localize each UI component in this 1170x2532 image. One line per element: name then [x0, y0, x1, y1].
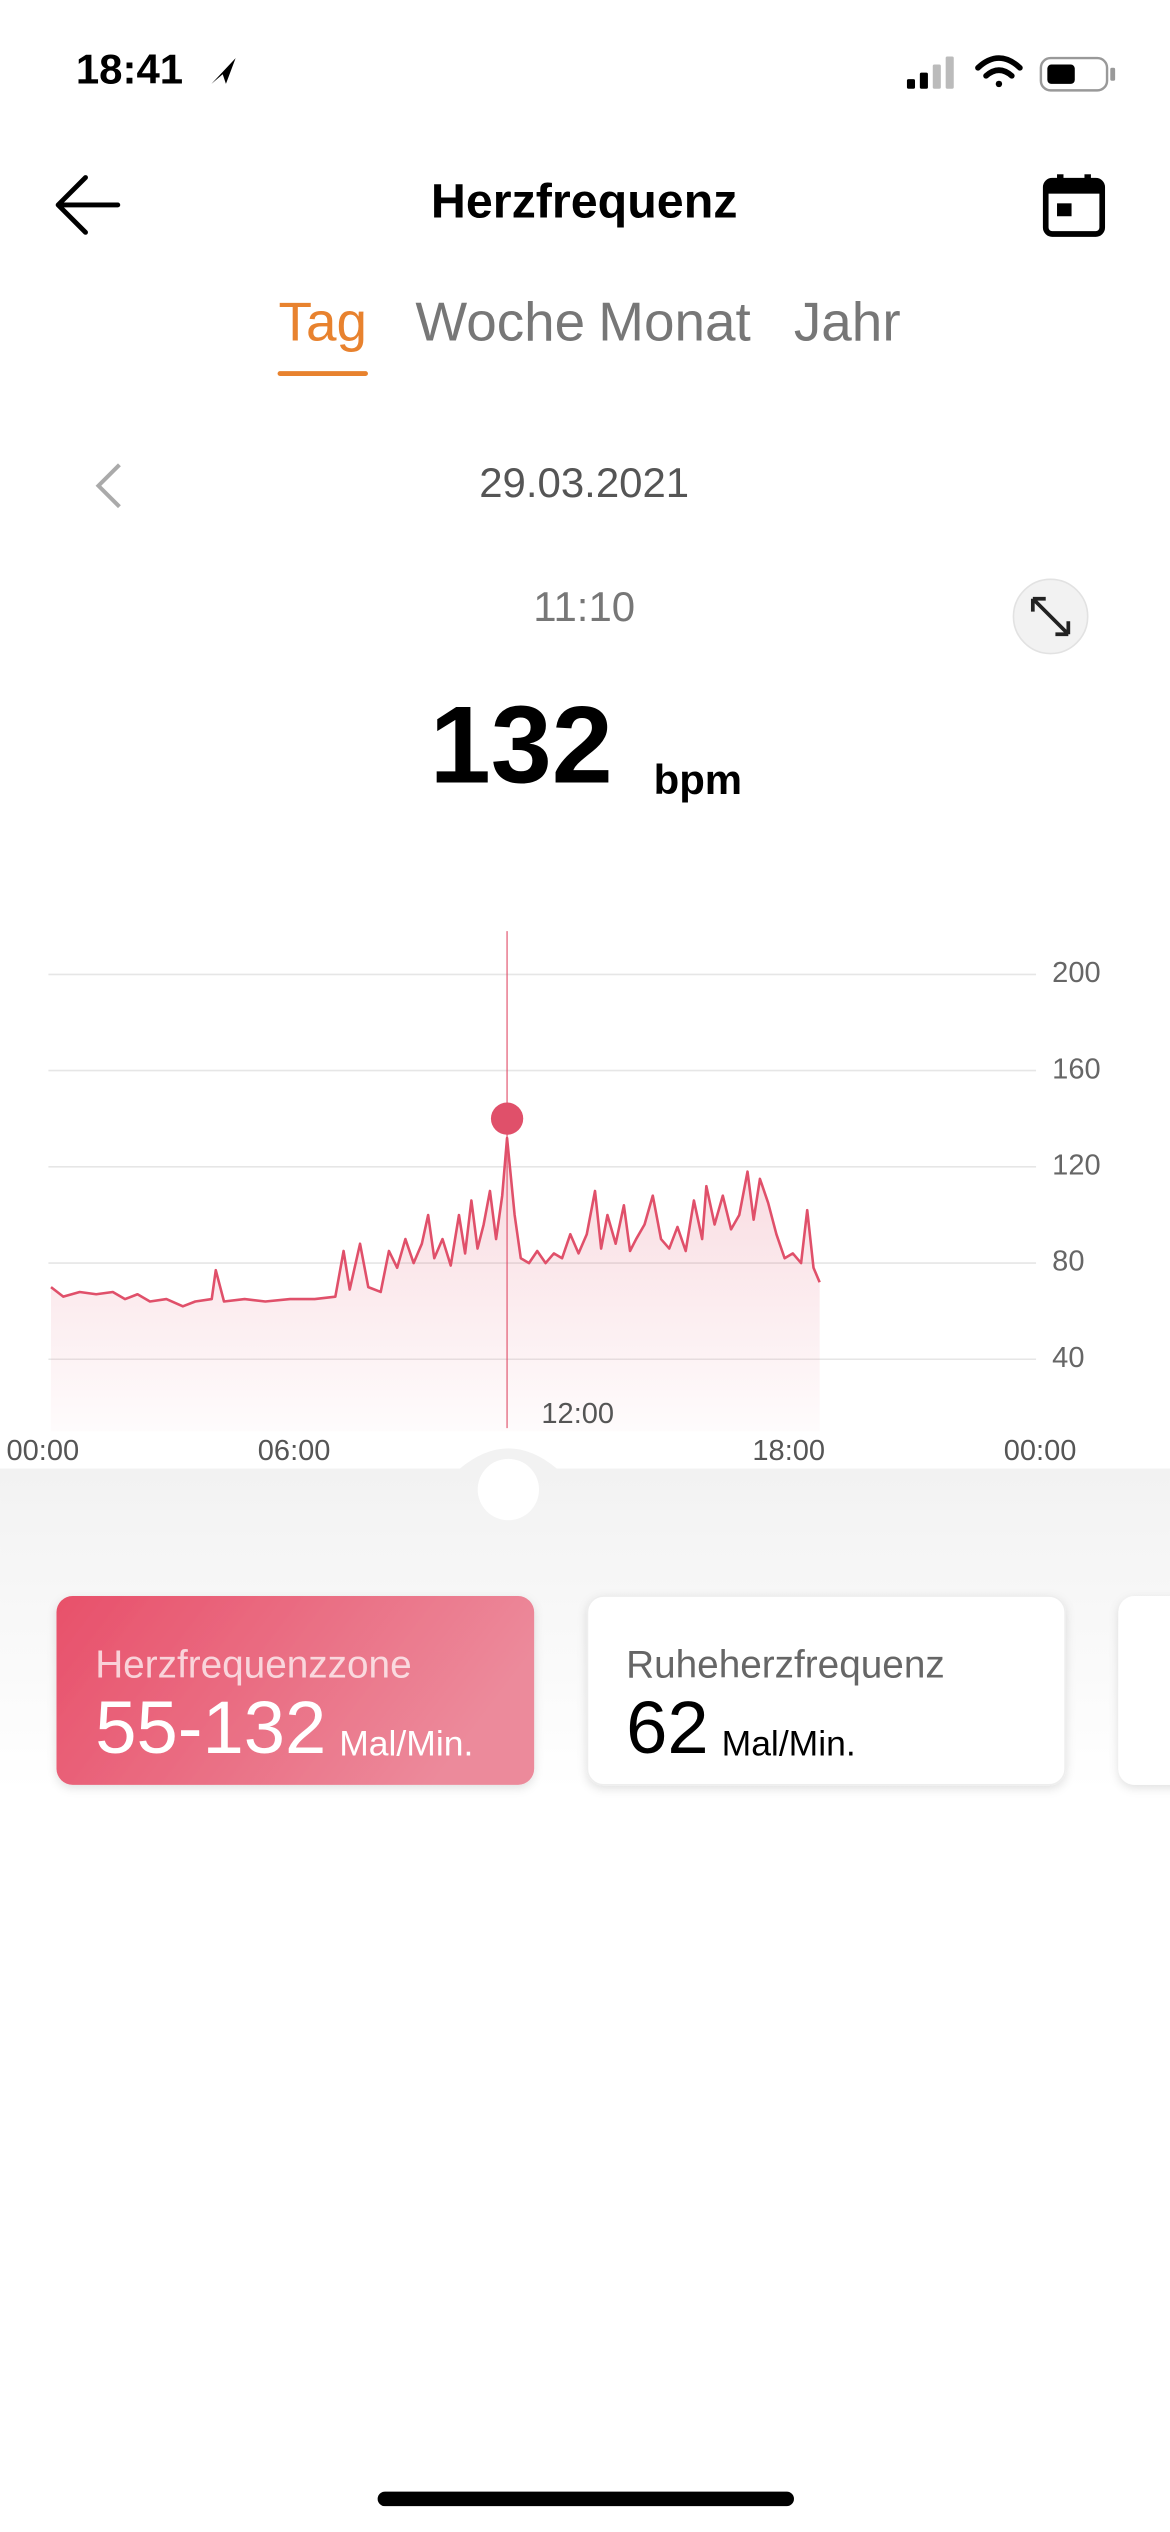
card-value: 55-132 — [95, 1686, 326, 1769]
y-tick-label: 80 — [1052, 1246, 1084, 1278]
y-tick-label: 40 — [1052, 1342, 1084, 1374]
card-title: Ruheherzfrequenz — [626, 1643, 945, 1686]
card-title: Herzfrequenzzone — [95, 1643, 411, 1686]
previous-day-button[interactable] — [95, 463, 121, 509]
x-tick-label: 12:00 — [541, 1398, 614, 1430]
back-button[interactable] — [55, 175, 121, 235]
heart-rate-chart: 40 80 120 160 200 00:00 06:00 12:00 18:00 00:00 — [6, 931, 1101, 1467]
x-tick-label: 00:00 — [1004, 1435, 1077, 1467]
card-unit: Mal/Min. — [339, 1723, 473, 1763]
tab[interactable]: Tag — [279, 290, 367, 352]
date-label: 29.03.2021 — [479, 459, 689, 506]
x-tick-label: 18:00 — [752, 1435, 825, 1467]
tab[interactable]: Jahr — [794, 290, 901, 352]
expand-button[interactable] — [1012, 578, 1089, 655]
x-tick-label: 00:00 — [6, 1435, 79, 1467]
page-title: Herzfrequenz — [431, 175, 738, 229]
slider-hump — [459, 1448, 557, 1469]
status-time: 18:41 — [76, 46, 183, 93]
card-unit: Mal/Min. — [722, 1723, 856, 1763]
selected-value: 132 — [430, 685, 613, 807]
signal-icon — [906, 56, 954, 89]
y-tick-label: 120 — [1052, 1150, 1100, 1182]
home-indicator — [377, 2491, 794, 2507]
summary-card[interactable] — [586, 1595, 1066, 1786]
summary-card[interactable] — [56, 1596, 535, 1785]
battery-icon — [1039, 56, 1116, 92]
x-tick-label: 06:00 — [258, 1435, 331, 1467]
tab-underline — [277, 371, 368, 377]
area-fill — [50, 1138, 820, 1432]
selected-time: 11:10 — [533, 583, 635, 630]
calendar-button[interactable] — [1042, 174, 1106, 237]
selected-unit: bpm — [654, 756, 743, 803]
y-tick-label: 160 — [1052, 1053, 1100, 1085]
tab[interactable]: Monat — [598, 290, 750, 352]
y-tick-label: 200 — [1052, 957, 1100, 989]
tab[interactable]: Woche — [415, 290, 585, 352]
card-value: 62 — [626, 1686, 709, 1769]
wifi-icon — [975, 55, 1023, 88]
slider-thumb[interactable] — [477, 1458, 540, 1521]
third-card[interactable] — [1118, 1596, 1170, 1785]
location-icon — [211, 58, 236, 84]
selected-point[interactable] — [490, 1102, 524, 1135]
tab-bar: Tag Woche Monat Jahr — [277, 290, 901, 377]
